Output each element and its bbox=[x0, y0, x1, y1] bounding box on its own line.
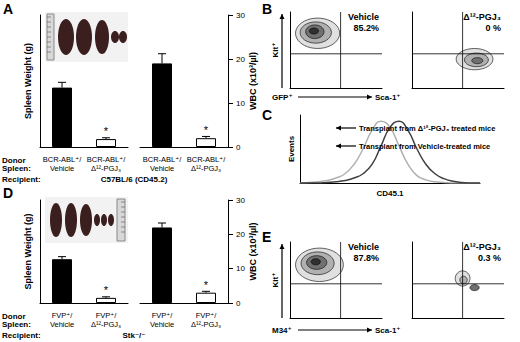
svg-text:*: * bbox=[204, 279, 209, 291]
svg-text:FVP⁺/: FVP⁺/ bbox=[196, 311, 218, 320]
svg-text:Δ¹²-PGJ₃: Δ¹²-PGJ₃ bbox=[191, 320, 221, 329]
svg-text:Spleen:: Spleen: bbox=[2, 164, 31, 173]
svg-text:FVP⁺/: FVP⁺/ bbox=[96, 311, 118, 320]
svg-text:Vehicle: Vehicle bbox=[150, 164, 174, 173]
svg-text:Recipient:: Recipient: bbox=[2, 331, 41, 340]
svg-text:FVP⁺/: FVP⁺/ bbox=[52, 311, 74, 320]
svg-text:BCR-ABL⁺/: BCR-ABL⁺/ bbox=[87, 155, 126, 164]
svg-text:Δ¹²-PGJ₃: Δ¹²-PGJ₃ bbox=[191, 164, 221, 173]
svg-text:M34⁺: M34⁺ bbox=[272, 326, 292, 335]
svg-text:*: * bbox=[204, 124, 209, 136]
svg-text:Δ¹²-PGJ₃: Δ¹²-PGJ₃ bbox=[91, 320, 121, 329]
svg-text:WBC (x10³/µl): WBC (x10³/µl) bbox=[248, 222, 258, 280]
svg-text:Δ¹²-PGJ₃: Δ¹²-PGJ₃ bbox=[91, 164, 121, 173]
svg-text:Sca-1⁺: Sca-1⁺ bbox=[375, 93, 401, 102]
svg-text:0: 0 bbox=[236, 299, 241, 308]
svg-text:Spleen Weight (g): Spleen Weight (g) bbox=[23, 214, 33, 290]
svg-text:30: 30 bbox=[236, 11, 245, 20]
svg-text:Recipient:: Recipient: bbox=[2, 175, 41, 184]
svg-text:Vehicle: Vehicle bbox=[150, 320, 174, 329]
svg-text:BCR-ABL⁺/: BCR-ABL⁺/ bbox=[143, 155, 182, 164]
svg-text:Δ¹²-PGJ₃: Δ¹²-PGJ₃ bbox=[463, 12, 501, 22]
svg-text:Kit⁺: Kit⁺ bbox=[271, 43, 280, 58]
svg-text:Kit⁺: Kit⁺ bbox=[271, 273, 280, 288]
svg-text:C: C bbox=[262, 107, 272, 123]
svg-text:Spleen Weight (g): Spleen Weight (g) bbox=[23, 43, 33, 119]
svg-text:10: 10 bbox=[236, 99, 245, 108]
svg-text:87.8%: 87.8% bbox=[353, 253, 379, 263]
svg-text:B: B bbox=[262, 1, 272, 17]
svg-text:GFP⁺: GFP⁺ bbox=[272, 93, 293, 102]
svg-text:C57BL/6 (CD45.2): C57BL/6 (CD45.2) bbox=[101, 175, 168, 184]
svg-text:Spleen:: Spleen: bbox=[2, 320, 31, 329]
svg-text:85.2%: 85.2% bbox=[353, 23, 379, 33]
svg-text:*: * bbox=[104, 284, 109, 296]
svg-text:BCR-ABL⁺/: BCR-ABL⁺/ bbox=[187, 155, 226, 164]
svg-text:0: 0 bbox=[236, 143, 241, 152]
svg-text:Vehicle: Vehicle bbox=[348, 242, 379, 252]
svg-text:Donor: Donor bbox=[2, 311, 26, 321]
svg-text:Vehicle: Vehicle bbox=[50, 320, 74, 329]
svg-text:10: 10 bbox=[236, 264, 245, 273]
svg-text:Events: Events bbox=[287, 135, 296, 162]
svg-text:0 %: 0 % bbox=[485, 23, 501, 33]
svg-text:30: 30 bbox=[236, 196, 245, 205]
svg-text:Sca-1⁺: Sca-1⁺ bbox=[375, 326, 401, 335]
svg-text:0.3 %: 0.3 % bbox=[478, 253, 501, 263]
svg-text:*: * bbox=[104, 125, 109, 137]
svg-text:Transplant from Vehicle-treate: Transplant from Vehicle-treated mice bbox=[359, 142, 490, 151]
svg-text:Δ¹²-PGJ₃: Δ¹²-PGJ₃ bbox=[463, 242, 501, 252]
svg-text:20: 20 bbox=[236, 230, 245, 239]
svg-text:FVP⁺/: FVP⁺/ bbox=[152, 311, 174, 320]
svg-text:A: A bbox=[3, 1, 13, 17]
svg-text:Donor: Donor bbox=[2, 155, 26, 165]
svg-text:Transplant from Δ¹²-PGJ₃ treat: Transplant from Δ¹²-PGJ₃ treated mice bbox=[359, 124, 495, 133]
svg-text:Stk⁻/⁻: Stk⁻/⁻ bbox=[122, 331, 145, 340]
svg-text:BCR-ABL⁺/: BCR-ABL⁺/ bbox=[43, 155, 82, 164]
svg-text:Vehicle: Vehicle bbox=[348, 12, 379, 22]
svg-text:WBC (x10³/µl): WBC (x10³/µl) bbox=[248, 52, 258, 110]
svg-text:Vehicle: Vehicle bbox=[50, 164, 74, 173]
svg-text:20: 20 bbox=[236, 55, 245, 64]
svg-text:CD45.1: CD45.1 bbox=[376, 189, 404, 198]
svg-text:E: E bbox=[262, 229, 271, 245]
svg-text:D: D bbox=[3, 185, 13, 201]
